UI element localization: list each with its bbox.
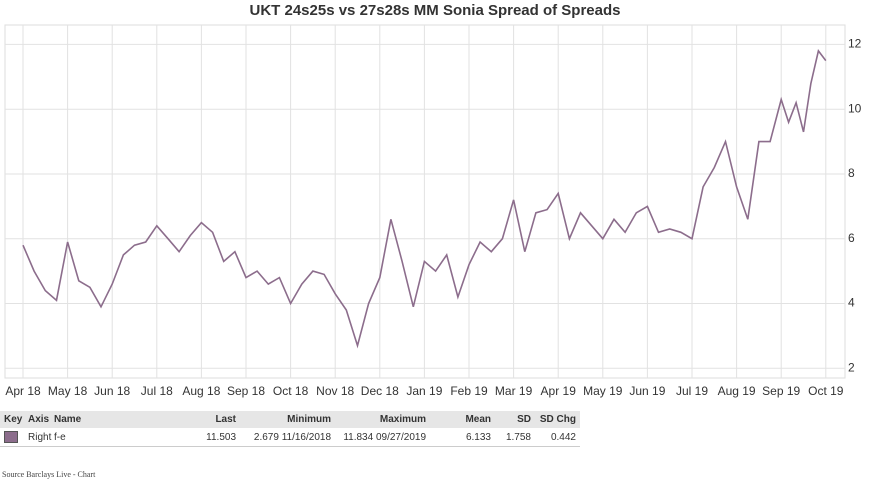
column-header: SD <box>495 411 535 428</box>
plot-border <box>4 24 846 379</box>
x-tick-label: Aug 19 <box>718 384 756 398</box>
cell: 0.442 <box>535 428 580 447</box>
cell: 2.679 11/16/2018 <box>240 428 335 447</box>
x-tick-label: Sep 18 <box>227 384 265 398</box>
y-tick-label: 6 <box>848 231 855 245</box>
cell: 11.834 09/27/2019 <box>335 428 430 447</box>
column-header: Minimum <box>240 411 335 428</box>
cell: 11.503 <box>180 428 240 447</box>
data-line <box>22 49 827 349</box>
legend-swatch <box>4 431 18 443</box>
x-tick-label: Jul 19 <box>676 384 708 398</box>
column-header: Name <box>50 411 180 428</box>
x-tick-label: Jun 19 <box>629 384 665 398</box>
data-row: Right f-e 11.503 2.679 11/16/2018 11.834 09/… <box>0 428 580 447</box>
cell: 6.133 <box>430 428 495 447</box>
y-tick-label: 10 <box>848 101 862 115</box>
column-header: Mean <box>430 411 495 428</box>
y-tick-label: 4 <box>848 296 855 310</box>
column-header: Key <box>0 411 24 428</box>
header-row: Key Axis Name Last Minimum Maximum Mean SD SD Ch… <box>0 411 580 428</box>
x-tick-label: Dec 18 <box>361 384 399 398</box>
cell: f-e <box>50 428 180 447</box>
column-header: Maximum <box>335 411 430 428</box>
x-tick-label: Jun 18 <box>94 384 130 398</box>
y-tick-label: 8 <box>848 166 855 180</box>
x-tick-label: Jul 18 <box>141 384 173 398</box>
x-tick-label: Mar 19 <box>495 384 533 398</box>
x-tick-label: Aug 18 <box>182 384 220 398</box>
x-tick-label: Oct 18 <box>273 384 309 398</box>
x-tick-label: Sep 19 <box>762 384 800 398</box>
x-tick-label: Apr 19 <box>541 384 577 398</box>
x-tick-label: Feb 19 <box>450 384 488 398</box>
source: Source Barclays Live - Chart <box>2 470 96 479</box>
x-tick-label: May 19 <box>583 384 623 398</box>
x-tick-label: Apr 18 <box>5 384 41 398</box>
x-tick-label: May 18 <box>48 384 88 398</box>
stats-table: Key Axis Name Last Minimum Maximum Mean SD SD Ch… <box>0 411 580 447</box>
x-tick-label: Oct 19 <box>808 384 844 398</box>
chart-title: UKT 24s25s vs 27s28s MM Sonia Spread of … <box>250 2 621 19</box>
cell: Right <box>24 428 51 447</box>
column-header: Axis <box>24 411 50 428</box>
y-tick-label: 2 <box>848 360 855 374</box>
chart: UKT 24s25s vs 27s28s MM Sonia Spread of … <box>4 2 862 398</box>
y-tick-label: 12 <box>848 37 862 51</box>
column-header: Last <box>180 411 240 428</box>
x-tick-label: Jan 19 <box>406 384 442 398</box>
legend-key <box>0 428 24 447</box>
column-header: SD Chg <box>535 411 580 428</box>
cell: 1.758 <box>495 428 535 447</box>
x-tick-label: Nov 18 <box>316 384 354 398</box>
